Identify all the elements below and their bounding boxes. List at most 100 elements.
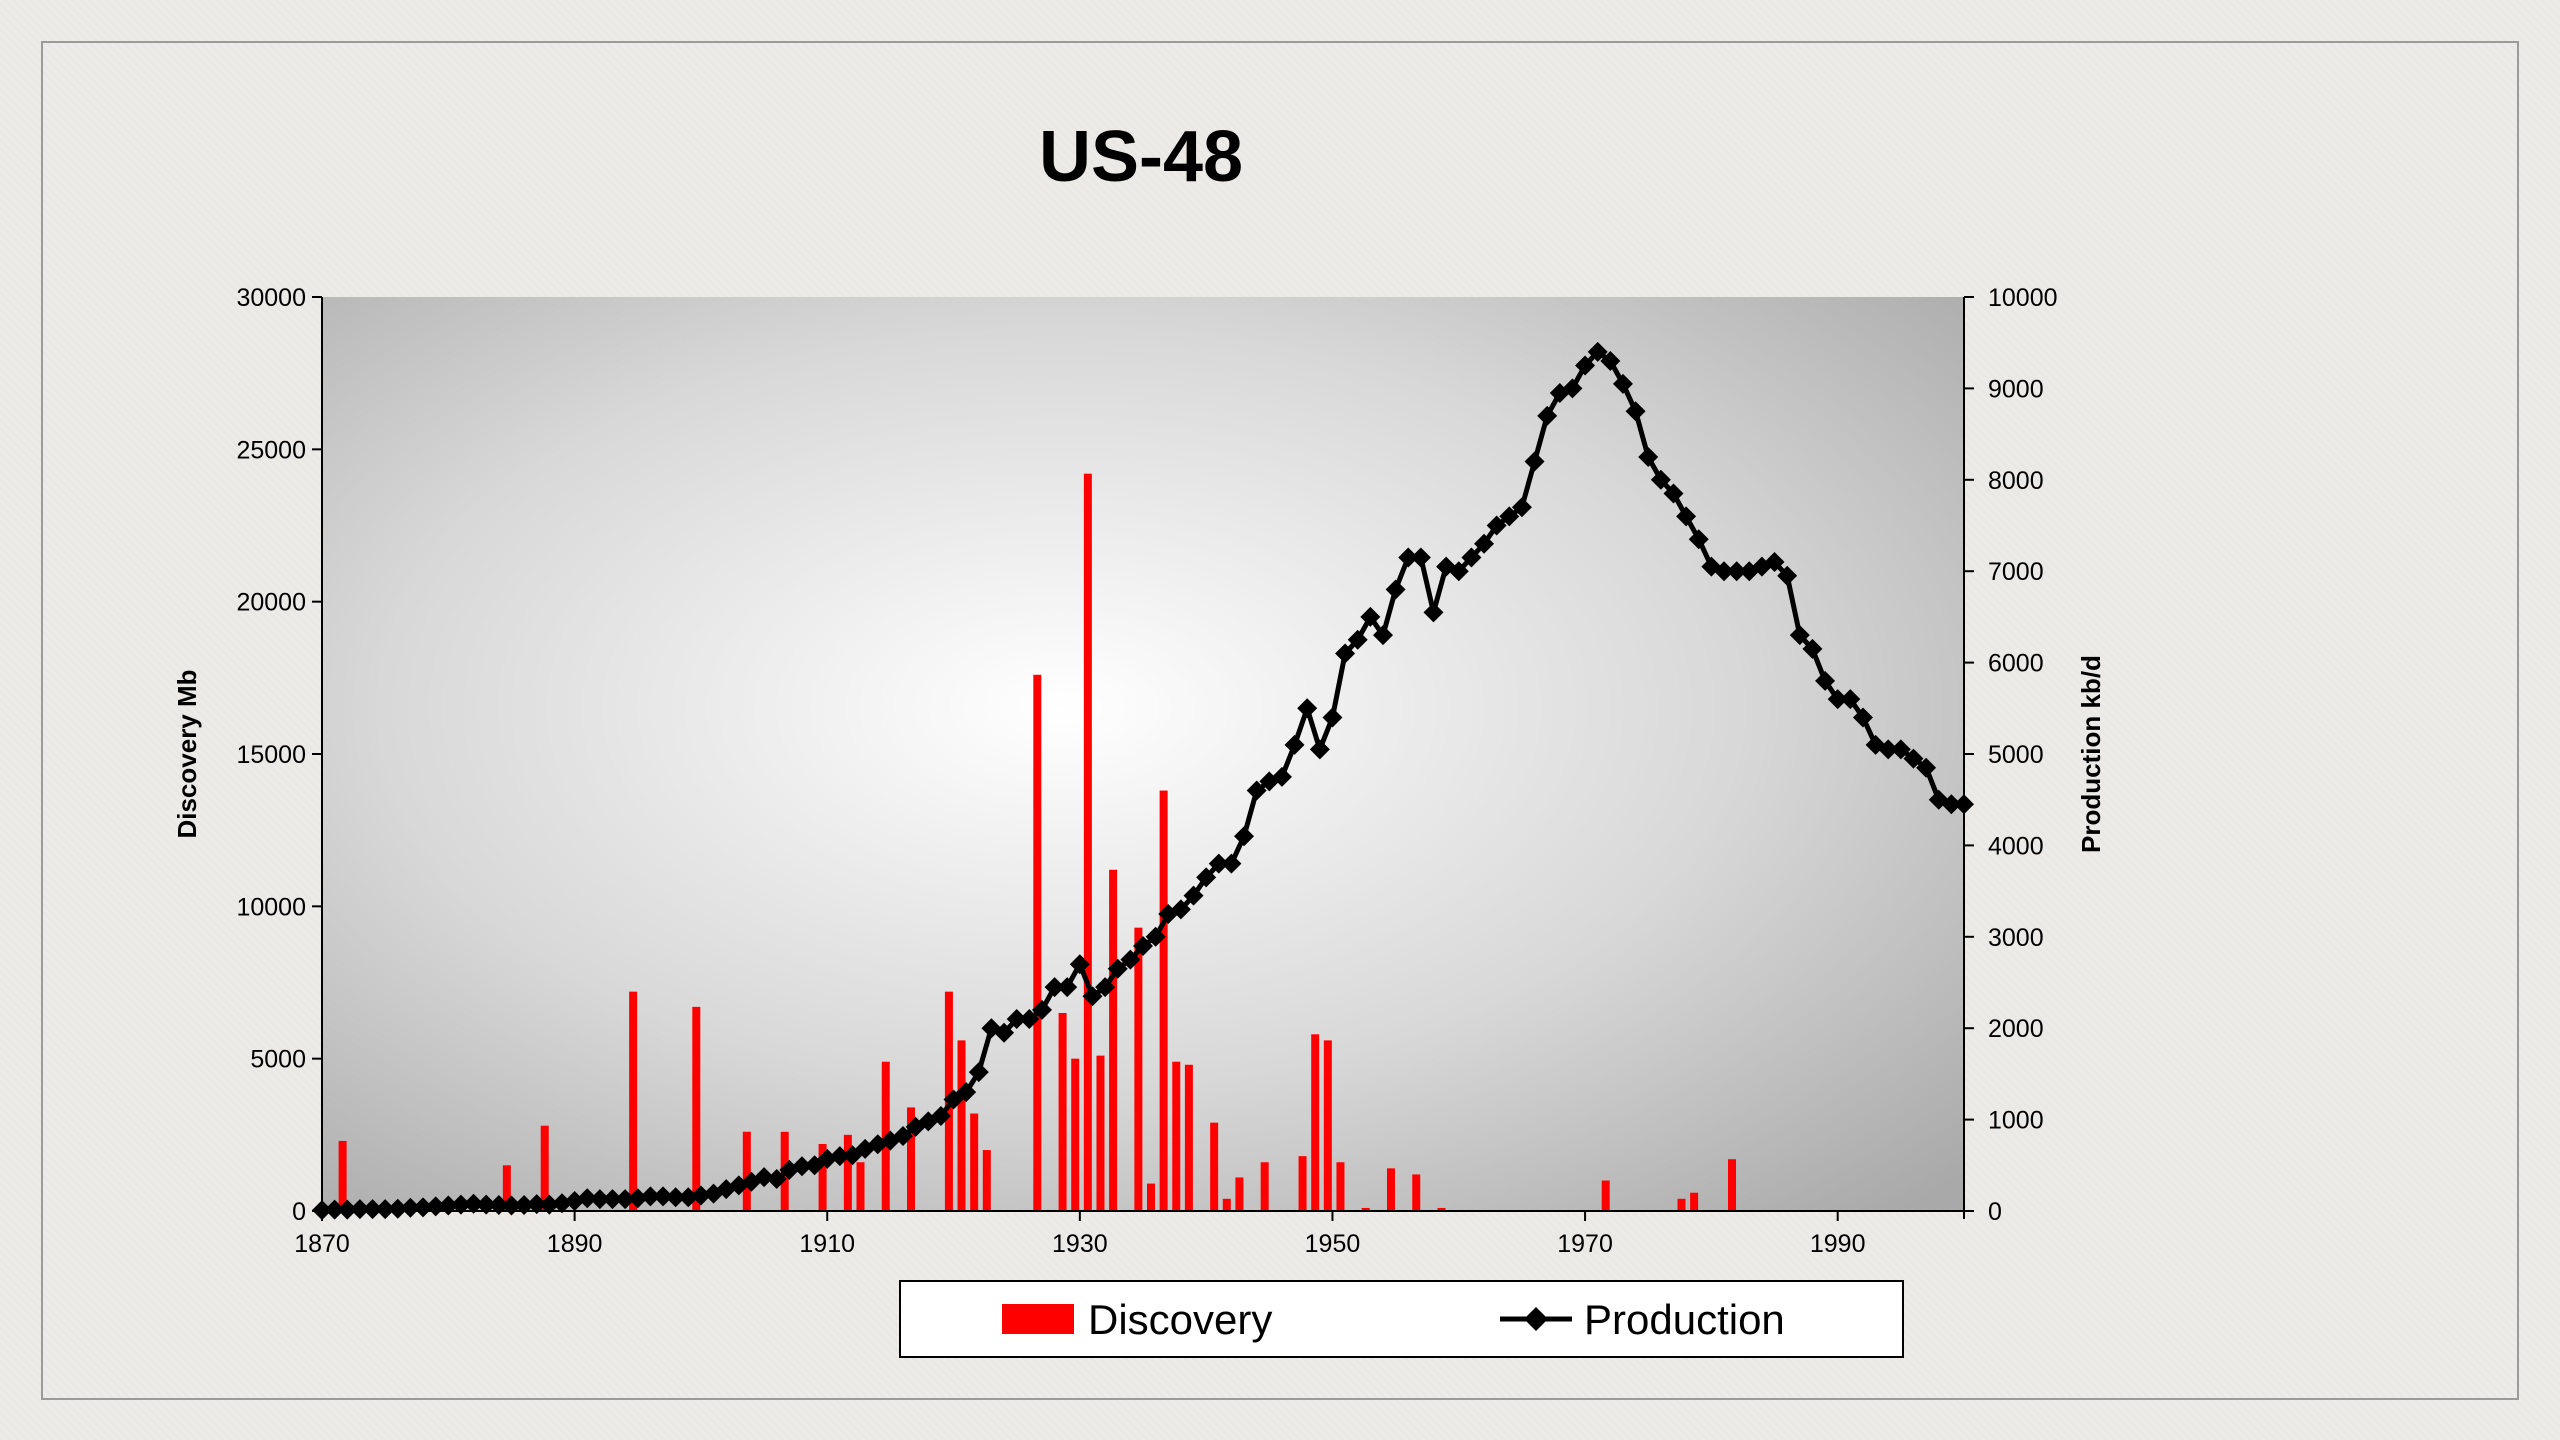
production-marker [1815,670,1836,691]
discovery-bar [1058,1012,1067,1211]
legend-swatch-discovery [1002,1304,1074,1334]
y-right-tick-label: 10000 [1988,284,2058,312]
y-right-tick-label: 7000 [1988,558,2044,586]
discovery-bar [1361,1207,1370,1211]
production-marker [1322,707,1343,728]
production-marker [1284,734,1305,755]
x-tick-label: 1910 [799,1230,855,1258]
production-marker [1057,977,1078,998]
discovery-bar [1071,1058,1080,1211]
y-right-tick-label: 8000 [1988,467,2044,495]
production-marker [349,1199,370,1220]
discovery-bar [1298,1156,1307,1211]
y-right-tick-label: 3000 [1988,924,2044,952]
production-marker [791,1156,812,1177]
x-tick-label: 1930 [1052,1230,1108,1258]
production-marker [1031,999,1052,1020]
production-marker [1019,1009,1040,1030]
discovery-bar [502,1165,511,1211]
production-marker [1448,561,1469,582]
production-marker [337,1199,358,1220]
axes: 0 5000 10000 15000 20000 25000 30000 0 1000 2000 3… [236,284,2057,1258]
production-marker [1714,561,1735,582]
production-marker [1562,378,1583,399]
production-marker [1916,757,1937,778]
y-right-tick-label: 9000 [1988,375,2044,403]
production-marker [1196,867,1217,888]
production-marker [1486,515,1507,536]
x-tick-label: 1970 [1557,1230,1613,1258]
production-marker [1625,401,1646,422]
legend-swatch-production-marker [1524,1307,1548,1331]
discovery-bar [1235,1177,1244,1211]
discovery-bar [1172,1061,1181,1211]
discovery-bar [1677,1198,1686,1211]
production-marker [1878,739,1899,760]
x-tick-label: 1950 [1305,1230,1361,1258]
production-marker [1852,707,1873,728]
production-marker [1423,602,1444,623]
production-marker [1297,698,1318,719]
discovery-bar [970,1113,979,1211]
y-right-tick-label: 6000 [1988,650,2044,678]
y-right-tick-label: 1000 [1988,1107,2044,1135]
discovery-bar [982,1150,991,1211]
y-left-tick-label: 10000 [236,893,306,921]
discovery-bar [1147,1183,1155,1211]
discovery-bar [692,1006,701,1211]
production-line [312,341,1974,1221]
y-left-tick-label: 15000 [236,741,306,769]
discovery-bar [1690,1192,1699,1211]
production-marker [1890,739,1911,760]
production-marker [1461,547,1482,568]
production-marker [1082,986,1103,1007]
production-marker [526,1194,547,1215]
y-left-tick-label: 0 [292,1198,306,1226]
production-marker [678,1187,699,1208]
production-marker [1044,977,1065,998]
y-right-tick-label: 5000 [1988,741,2044,769]
production-marker [1575,355,1596,376]
discovery-bar [1437,1207,1446,1211]
discovery-bar [1184,1064,1193,1211]
y-right-tick-label: 4000 [1988,832,2044,860]
discovery-bar [1083,473,1092,1211]
discovery-bar [540,1125,549,1211]
y-left-tick-label: 30000 [236,284,306,312]
production-marker [893,1126,914,1147]
production-marker [1726,561,1747,582]
production-marker [577,1188,598,1209]
production-marker [1827,689,1848,710]
discovery-bar [742,1131,751,1211]
production-marker [1120,949,1141,970]
production-marker [1511,497,1532,518]
production-marker [1499,506,1520,527]
production-marker [690,1185,711,1206]
production-marker [1612,373,1633,394]
production-marker [665,1187,686,1208]
production-marker [1903,748,1924,769]
production-marker [1145,926,1166,947]
production-marker [1789,625,1810,646]
discovery-bar [907,1107,916,1211]
legend-label-production: Production [1584,1296,1785,1343]
production-marker [1941,794,1962,815]
production-marker [1688,529,1709,550]
x-tick-label: 1870 [294,1230,350,1258]
production-marker [551,1193,572,1214]
production-marker [956,1082,977,1103]
y-left-axis-title: Discovery Mb [172,669,202,838]
production-marker [1360,606,1381,627]
discovery-bar [843,1134,852,1211]
production-marker [1650,469,1671,490]
production-marker [413,1197,434,1218]
production-marker [450,1194,471,1215]
discovery-bar [957,1040,966,1211]
production-marker [400,1197,421,1218]
production-marker [1271,766,1292,787]
production-marker [1587,341,1608,362]
x-tick-label: 1990 [1810,1230,1866,1258]
legend: Discovery Production [899,1280,1904,1358]
